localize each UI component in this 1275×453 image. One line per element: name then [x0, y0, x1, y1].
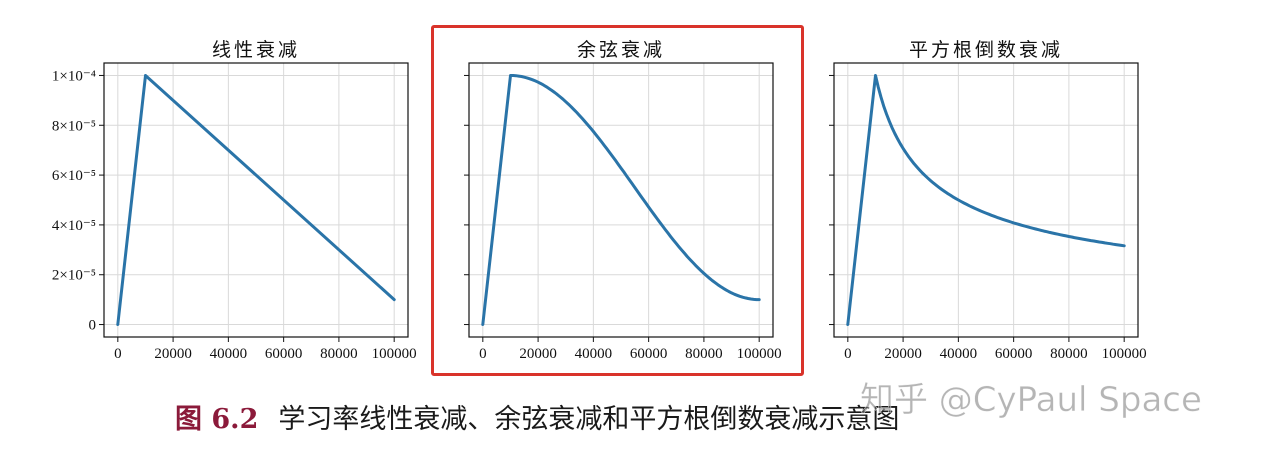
x-tick-label: 100000 [737, 346, 782, 362]
y-tick-label: 6×10⁻⁵ [52, 168, 96, 184]
chart-title: 线性衰减 [211, 39, 300, 61]
figure-caption-text: 学习率线性衰减、余弦衰减和平方根倒数衰减示意图 [278, 404, 900, 435]
data-line [481, 74, 761, 326]
x-tick-label: 40000 [940, 346, 978, 362]
x-tick-label: 40000 [210, 346, 248, 362]
x-tick-label: 60000 [630, 346, 668, 362]
x-tick-label: 40000 [575, 346, 613, 362]
data-line [846, 74, 1126, 326]
y-tick-label: 0 [89, 318, 97, 334]
chart-title: 余弦衰减 [576, 39, 665, 61]
highlight-box [431, 25, 804, 376]
x-tick-label: 80000 [1050, 346, 1088, 362]
x-tick-label: 60000 [995, 346, 1033, 362]
x-tick-label: 0 [114, 346, 122, 362]
watermark: 知乎 @CyPaul Space [860, 380, 1202, 421]
x-tick-label: 80000 [320, 346, 358, 362]
axes-frame [103, 62, 409, 338]
chart-axes: 0 20000 40000 60000 80000 100000 [464, 62, 782, 362]
x-tick-label: 80000 [685, 346, 723, 362]
chart-axes: 0 20000 40000 60000 80000 100000 [829, 62, 1147, 362]
figure-caption: 图 6.2 学习率线性衰减、余弦衰减和平方根倒数衰减示意图 [175, 397, 899, 436]
axes-frame [833, 62, 1139, 338]
x-tick-label: 0 [844, 346, 852, 362]
chart-title: 平方根倒数衰减 [908, 39, 1063, 61]
y-tick-label: 1×10⁻⁴ [52, 68, 96, 84]
y-tick-label: 2×10⁻⁵ [52, 268, 96, 284]
axes-frame [468, 62, 774, 338]
chart-axes: 0 20000 40000 60000 80000 100000 0 2×10⁻⁵ 4×10⁻⁵… [52, 62, 417, 362]
x-tick-label: 20000 [519, 346, 557, 362]
y-tick-label: 8×10⁻⁵ [52, 118, 96, 134]
x-tick-label: 100000 [372, 346, 417, 362]
x-tick-label: 100000 [1102, 346, 1147, 362]
x-tick-label: 20000 [884, 346, 922, 362]
y-tick-label: 4×10⁻⁵ [52, 218, 96, 234]
x-tick-label: 0 [479, 346, 487, 362]
x-tick-label: 60000 [265, 346, 303, 362]
figure-label: 图 6.2 [175, 404, 259, 435]
data-line [116, 74, 396, 326]
x-tick-label: 20000 [154, 346, 192, 362]
